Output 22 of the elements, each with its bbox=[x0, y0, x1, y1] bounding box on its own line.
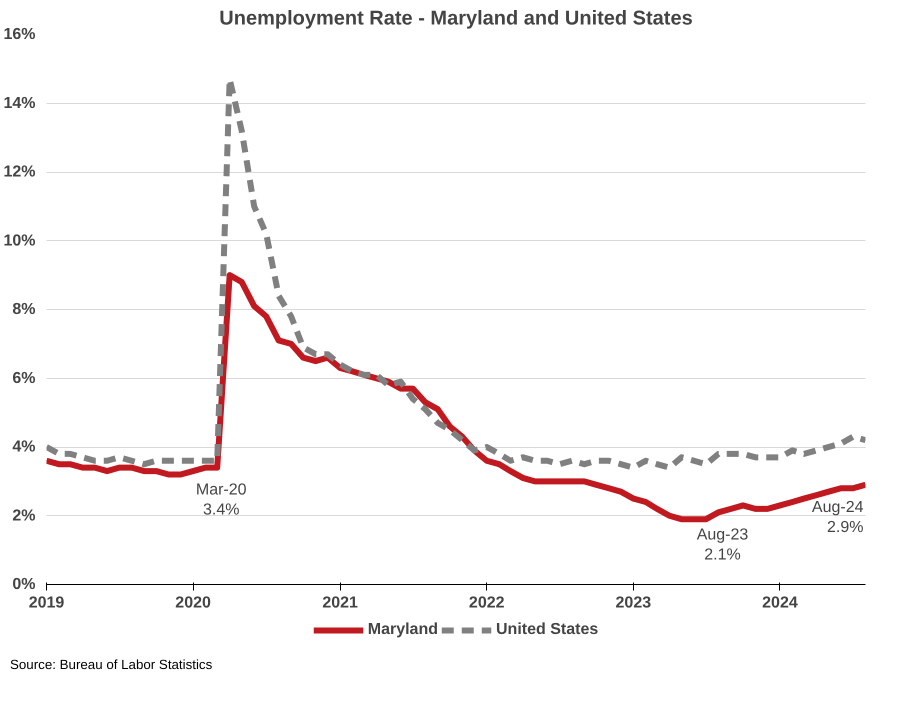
source-note: Source: Bureau of Labor Statistics bbox=[10, 656, 212, 674]
y-tick-label: 12% bbox=[3, 164, 36, 180]
annotation: Aug-23 2.1% bbox=[696, 526, 748, 564]
y-tick-label: 10% bbox=[3, 232, 36, 250]
y-tick-label: 6% bbox=[12, 370, 36, 387]
y-tick-label: 2% bbox=[12, 507, 36, 524]
y-tick-label: 16% bbox=[3, 26, 36, 43]
x-tick-label: 2024 bbox=[762, 594, 798, 612]
y-tick-label: 8% bbox=[12, 301, 36, 318]
x-tick-label: 2022 bbox=[468, 594, 505, 612]
x-tick-label: 2020 bbox=[175, 594, 212, 612]
x-tick-label: 2023 bbox=[616, 594, 652, 612]
chart-title: Unemployment Rate - Maryland and United States bbox=[219, 8, 693, 30]
y-tick-label: 14% bbox=[3, 94, 36, 112]
annotation: Mar-20 3.4% bbox=[196, 482, 247, 519]
y-tick-label: 4% bbox=[12, 438, 36, 456]
y-tick-label: 0% bbox=[12, 576, 36, 593]
legend-label: Maryland bbox=[368, 621, 438, 639]
legend-label: United States bbox=[496, 621, 598, 639]
annotation: Aug-24 2.9% bbox=[812, 498, 864, 536]
x-tick-label: 2019 bbox=[28, 594, 64, 612]
x-tick-label: 2021 bbox=[322, 594, 358, 612]
